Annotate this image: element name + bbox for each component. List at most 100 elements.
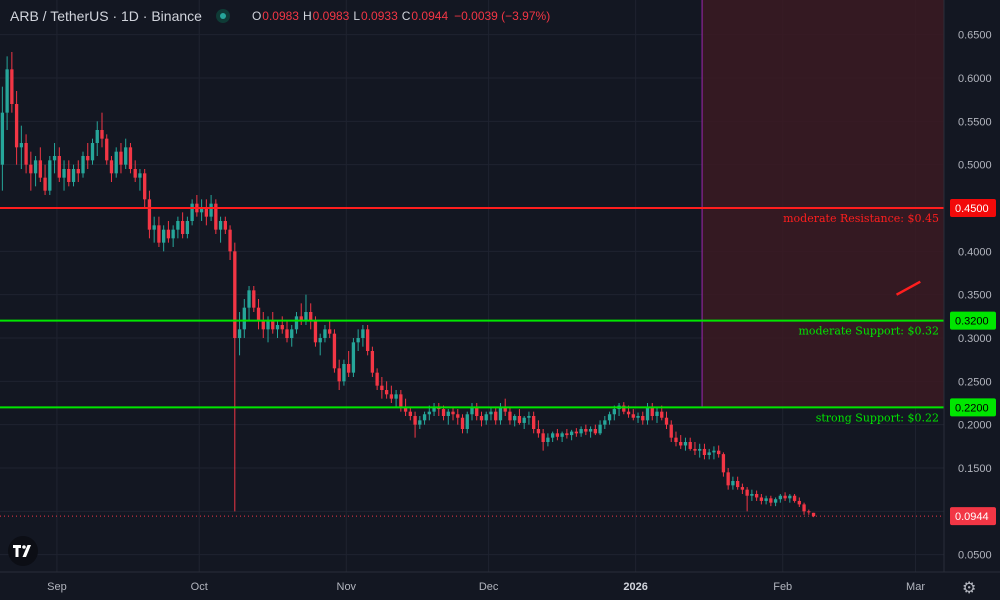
x-tick-label: 2026 [623,581,647,593]
y-tick-label: 0.2500 [958,376,992,388]
candle-body [347,364,351,373]
open-label: O [251,9,262,23]
candle-body [86,156,90,161]
candle-body [460,417,465,429]
candle-body [261,320,265,330]
y-tick-label: 0.2000 [958,420,992,432]
candle-body [109,160,114,174]
candle-body [569,431,574,436]
candle-body [290,329,294,338]
candle-body [603,420,607,425]
candle-body [693,448,697,451]
candle-body [185,221,190,234]
candle-body [233,251,237,338]
shaded-zone [702,0,944,408]
candle-body [811,512,816,517]
candle-body [408,411,412,416]
candle-body [498,407,503,421]
candle-body [90,143,95,161]
candle-body [71,169,76,182]
candle-body [626,411,631,415]
candle-body [318,338,322,343]
candle-body [807,511,811,513]
candle-body [802,504,806,512]
grid-lines [0,0,944,572]
x-tick-label: Feb [773,581,792,593]
candle-body [237,329,242,338]
candle-body [214,203,218,230]
candle-body [660,411,664,418]
candle-body [764,498,768,501]
candle-body [532,416,536,429]
candle-body [389,394,394,399]
y-tick-label: 0.1500 [958,463,992,475]
candle-body [641,416,645,421]
close-value: 0.0944 [411,9,449,23]
candle-body [0,112,5,165]
price-badge [950,398,996,417]
candle-body [133,169,137,178]
candle-body [674,437,678,442]
candle-body [356,338,360,343]
candle-body [778,495,783,500]
candle-body [413,416,417,425]
candle-body [294,316,299,330]
x-tick-label: Mar [906,581,925,593]
candle-body [489,411,493,415]
candle-body [223,221,227,230]
y-tick-label: 0.6000 [958,73,992,85]
market-status-icon [215,9,230,23]
candle-body [683,442,688,446]
candle-body [546,437,550,442]
candle-body [536,429,541,434]
high-value: 0.0983 [312,9,350,23]
candle-body [14,104,19,148]
candle-body [375,372,379,386]
candle-body [24,143,28,165]
last-price-label: 0.0944 [955,511,989,523]
candle-body [403,407,408,412]
candle-body [19,143,24,148]
y-tick-label: 0.5000 [958,160,992,172]
candle-body [323,329,327,338]
candle-body [147,199,152,230]
candle-body [740,487,745,490]
candle-body [57,156,61,178]
candle-body [204,208,209,217]
tradingview-logo-icon[interactable] [8,536,38,566]
candle-body [266,320,270,330]
candle-body [119,151,123,165]
candle-body [664,417,669,425]
y-tick-label: 0.6500 [958,30,992,42]
candle-body [773,499,778,503]
candle-body [180,221,185,234]
candle-body [143,173,147,200]
candle-body [370,351,375,373]
candle-body [451,411,455,415]
candle-body [209,203,213,217]
candle-body [128,147,133,169]
symbol-title[interactable]: ARB / TetherUS · 1D · Binance [10,8,202,24]
candle-body [328,329,332,334]
candle-body [299,316,303,321]
candle-body [484,414,488,421]
candle-body [588,429,593,432]
candle-body [361,329,365,338]
candle-body [124,147,128,165]
candle-body [612,409,616,415]
y-tick-label: 0.0500 [958,550,992,562]
candle-body [513,416,517,421]
candle-body [394,394,398,399]
candle-body [555,433,560,437]
candle-body [38,160,42,178]
candle-body [669,424,673,438]
low-label: L [353,9,361,23]
candle-body [280,325,284,330]
y-tick-label: 0.4000 [958,246,992,258]
x-tick-label: Nov [337,581,357,593]
gear-icon[interactable]: ⚙ [962,580,977,597]
candle-body [228,229,232,252]
candle-body [271,320,275,330]
candle-body [508,411,512,421]
